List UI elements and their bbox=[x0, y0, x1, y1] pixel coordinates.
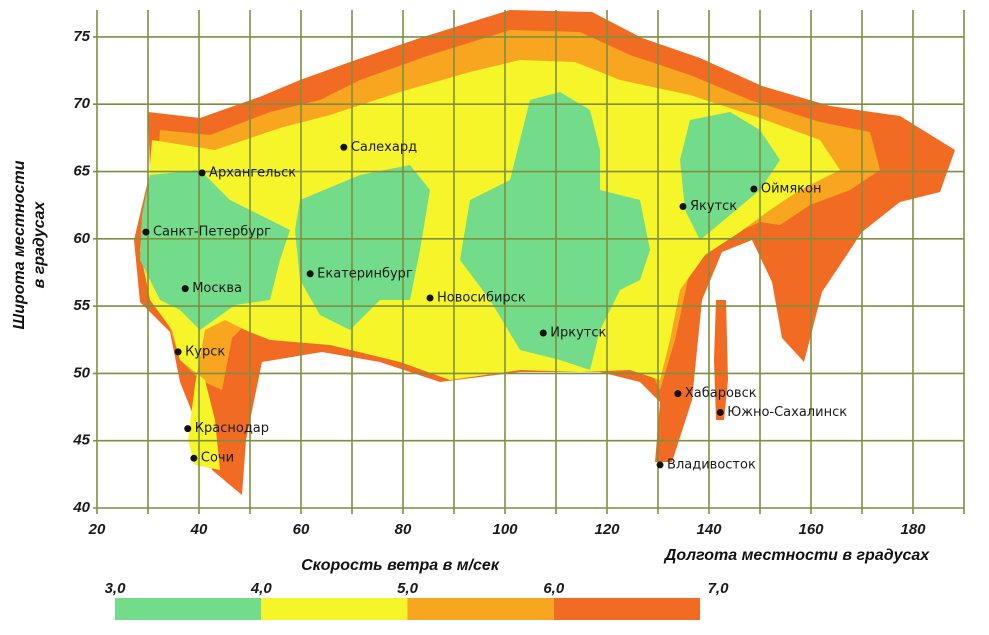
y-axis-label: в градусах bbox=[31, 201, 48, 289]
legend-swatch bbox=[261, 598, 408, 620]
legend-swatch bbox=[115, 598, 262, 620]
zone-green-ural bbox=[295, 165, 430, 330]
y-tick-label: 70 bbox=[73, 95, 90, 112]
y-tick-label: 45 bbox=[72, 432, 90, 449]
zones bbox=[134, 10, 955, 495]
city-label: Хабаровск bbox=[685, 386, 757, 401]
city-dot bbox=[656, 461, 664, 469]
zone-green bbox=[140, 92, 780, 370]
x-tick-label: 80 bbox=[395, 521, 412, 538]
y-tick-label: 60 bbox=[73, 230, 90, 247]
city-label: Владивосток bbox=[667, 457, 756, 472]
x-tick-label: 140 bbox=[696, 521, 722, 538]
zone-red-sakhalin bbox=[714, 300, 728, 420]
x-axis-label: Долгота местности в градусах bbox=[663, 547, 931, 564]
city-label: Санкт-Петербург bbox=[153, 225, 271, 240]
x-tick-label: 40 bbox=[190, 521, 208, 538]
city-dot bbox=[184, 425, 192, 433]
y-axis-label: Широта местности bbox=[11, 160, 28, 329]
y-tick-label: 65 bbox=[73, 162, 90, 179]
legend-label: 5,0 bbox=[397, 580, 419, 597]
x-tick-label: 160 bbox=[798, 521, 824, 538]
y-tick-label: 55 bbox=[73, 297, 90, 314]
city-dot bbox=[674, 390, 682, 398]
city-dot bbox=[679, 203, 687, 211]
city-label: Якутск bbox=[690, 199, 737, 214]
zone-green-siberia bbox=[460, 92, 650, 370]
legend-label: 4,0 bbox=[250, 580, 273, 597]
city-label: Архангельск bbox=[209, 165, 296, 180]
x-tick-label: 60 bbox=[293, 521, 310, 538]
y-tick-label: 50 bbox=[73, 364, 90, 381]
city-dot bbox=[174, 348, 182, 356]
legend-swatch bbox=[407, 598, 554, 620]
legend-title: Скорость ветра в м/сек bbox=[301, 557, 500, 574]
city-label: Москва bbox=[192, 281, 242, 296]
city-dot bbox=[142, 228, 150, 236]
city-label: Иркутск bbox=[550, 326, 606, 341]
city-label: Сочи bbox=[201, 451, 234, 466]
city-dot bbox=[306, 270, 314, 278]
x-tick-label: 180 bbox=[900, 521, 926, 538]
city-dot bbox=[198, 169, 206, 177]
city-dot bbox=[716, 408, 724, 416]
city-dot bbox=[750, 185, 758, 193]
x-tick-label: 20 bbox=[88, 521, 106, 538]
legend-label: 7,0 bbox=[708, 580, 730, 597]
legend-label: 6,0 bbox=[543, 580, 565, 597]
city-dot bbox=[426, 294, 434, 302]
axes: Долгота местности в градусах Широта мест… bbox=[11, 28, 930, 574]
zone-green-east bbox=[680, 112, 780, 240]
city-label: Салехард bbox=[351, 140, 417, 155]
legend: 3,0 4,0 5,0 6,0 7,0 bbox=[105, 580, 730, 620]
city-dot bbox=[190, 454, 198, 462]
legend-swatch bbox=[553, 598, 700, 620]
x-tick-label: 120 bbox=[594, 521, 620, 538]
city-dot bbox=[181, 285, 189, 293]
x-tick-label: 100 bbox=[492, 521, 518, 538]
y-tick-label: 75 bbox=[73, 28, 90, 45]
legend-label: 3,0 bbox=[105, 580, 127, 597]
city-label: Новосибирск bbox=[437, 291, 526, 306]
y-tick-label: 40 bbox=[72, 499, 90, 516]
city-label: Курск bbox=[185, 344, 225, 359]
city-dot bbox=[539, 329, 547, 337]
grid bbox=[93, 10, 965, 514]
city-label: Екатеринбург bbox=[317, 266, 413, 281]
city-label: Краснодар bbox=[195, 421, 269, 436]
city-label: Оймякон bbox=[761, 182, 822, 197]
cities: Салехард Архангельск Санкт-Петербург Москва… bbox=[142, 140, 847, 472]
zone-green-west bbox=[140, 170, 290, 330]
city-dot bbox=[340, 143, 348, 151]
city-label: Южно-Сахалинск bbox=[727, 405, 847, 420]
